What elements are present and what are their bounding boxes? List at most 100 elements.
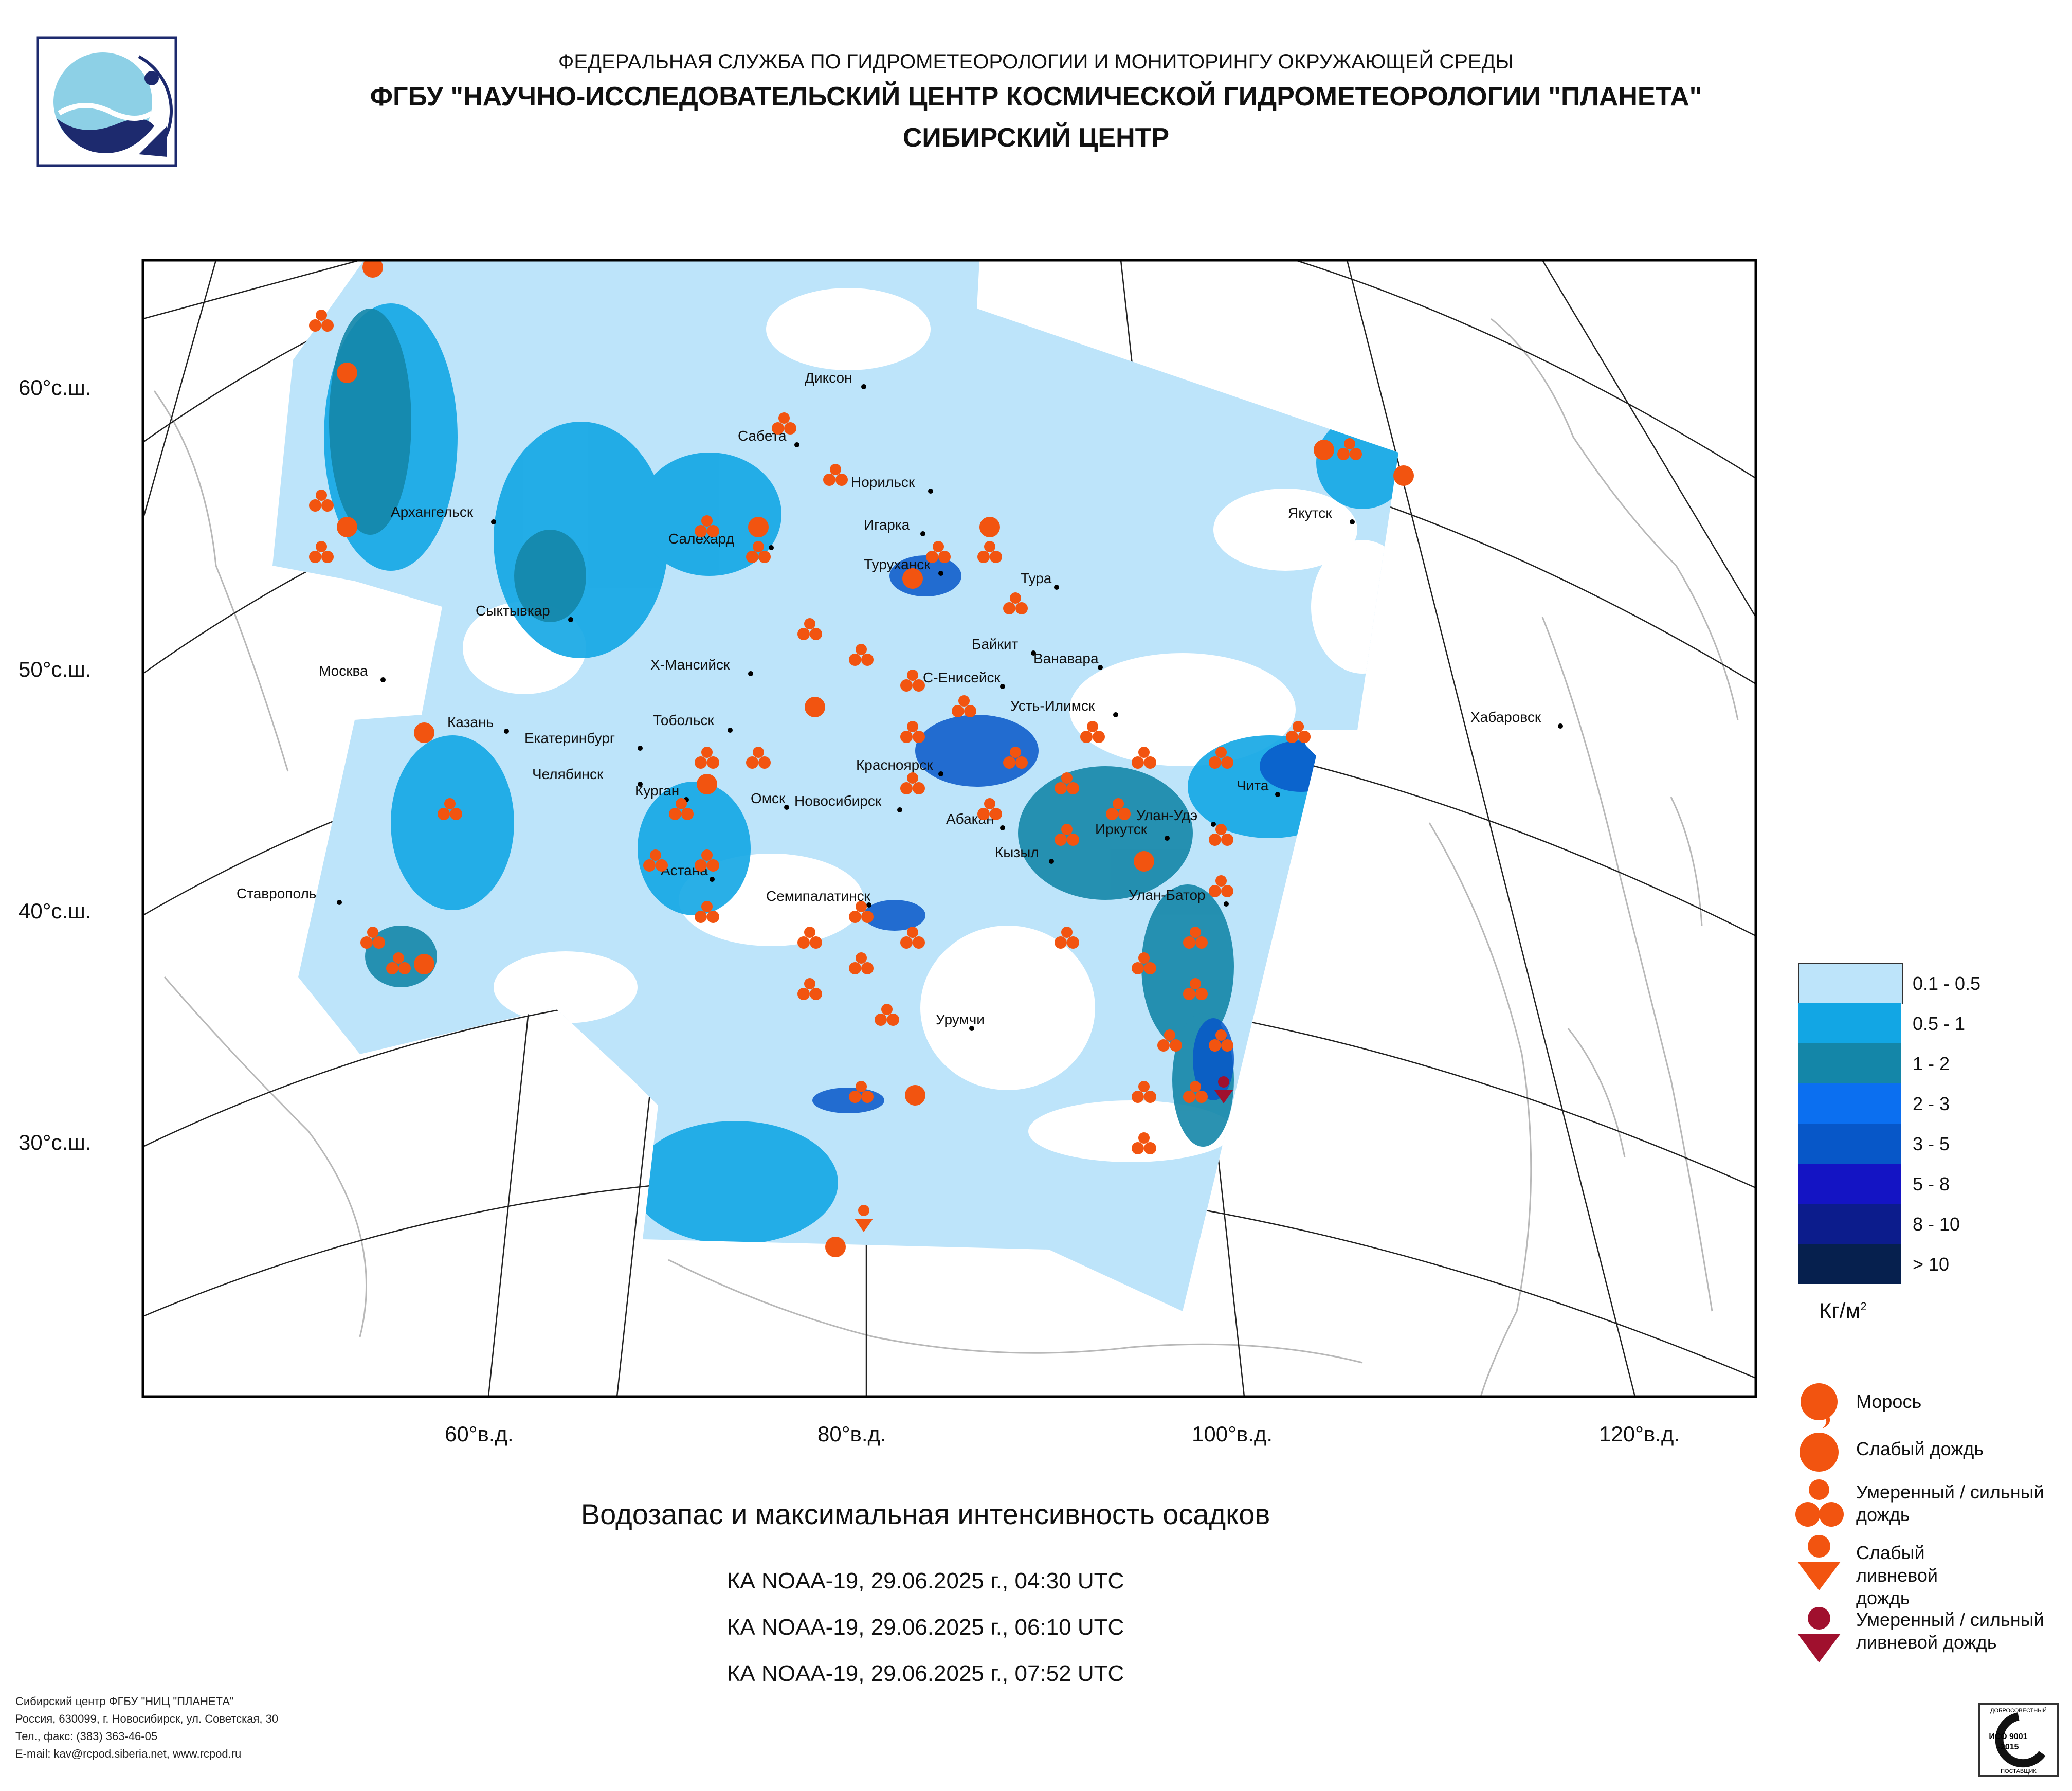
moderate-rain-marker (849, 1081, 874, 1103)
pass-line-2: КА NOAA-19, 29.06.2025 г., 06:10 UTC (726, 1615, 1124, 1640)
moderate-rain-marker (1132, 1132, 1156, 1154)
city-dot (794, 442, 799, 447)
moderate-rain-marker (1209, 875, 1233, 897)
iso-badge: ДОБРОСОВЕСТНЫЙ ИСО 9001 -2015 ПОСТАВЩИК (1977, 1702, 2060, 1778)
legend-swatch-1 (1798, 1003, 1901, 1043)
moderate-rain-marker (1132, 1081, 1156, 1103)
legend-label-2: 1 - 2 (1913, 1053, 1950, 1074)
moderate-rain-marker (360, 927, 385, 949)
light-rain-marker (825, 1237, 846, 1257)
light-rain-marker (902, 568, 923, 589)
moderate-rain-marker (1286, 721, 1311, 743)
city-label: Улан-Удэ (1136, 807, 1197, 823)
city-dot (638, 746, 643, 751)
legend-label-7: > 10 (1913, 1254, 1950, 1275)
light-rain-marker (337, 517, 357, 537)
city-dot (1031, 650, 1036, 656)
heavy-shower-icon (1797, 1607, 1841, 1662)
city-dot (784, 805, 789, 810)
lon-label-100: 100°в.д. (1192, 1422, 1273, 1446)
city-dot (728, 728, 733, 733)
moderate-rain-marker (1209, 824, 1233, 846)
light-rain-marker (1314, 440, 1334, 460)
moderate-rain-marker (772, 412, 796, 435)
moderate-rain-marker (797, 927, 822, 949)
city-label: Омск (751, 790, 786, 806)
header-agency: ФЕДЕРАЛЬНАЯ СЛУЖБА ПО ГИДРОМЕТЕОРОЛОГИИ … (558, 50, 1514, 73)
legend-label-4: 3 - 5 (1913, 1133, 1950, 1154)
lon-label-120: 120°в.д. (1599, 1422, 1680, 1446)
city-dot (491, 519, 496, 524)
city-label: Екатеринбург (524, 730, 615, 746)
city-dot (1049, 859, 1054, 864)
city-dot (1275, 792, 1280, 797)
moderate-rain-marker (1055, 772, 1079, 794)
moderate-rain-marker (823, 464, 848, 486)
legend-label-3: 2 - 3 (1913, 1093, 1950, 1114)
moderate-rain-marker (746, 541, 771, 563)
city-dot (1098, 665, 1103, 670)
city-dot (938, 571, 943, 576)
city-label: Новосибирск (794, 793, 882, 809)
city-label: Архангельск (391, 504, 474, 520)
pass-line-3: КА NOAA-19, 29.06.2025 г., 07:52 UTC (726, 1661, 1124, 1686)
city-label: Якутск (1288, 505, 1332, 521)
lat-label-60: 60°с.ш. (19, 375, 92, 400)
lat-label-40: 40°с.ш. (19, 899, 92, 923)
units-sup: 2 (1860, 1300, 1867, 1313)
footer-line-4: E-mail: kav@rcpod.siberia.net, www.rcpod… (15, 1747, 242, 1760)
moderate-rain-marker (309, 541, 334, 563)
city-label: Хабаровск (1470, 709, 1541, 725)
moderate-rain-marker (977, 798, 1002, 820)
moderate-rain-marker (695, 901, 719, 923)
city-label: Тура (1021, 570, 1052, 586)
city-dot (969, 1026, 974, 1031)
moderate-rain-marker (1003, 747, 1028, 769)
moderate-rain-marker (309, 490, 334, 512)
moderate-rain-marker (1106, 798, 1131, 820)
moderate-rain-marker (1003, 592, 1028, 614)
moderate-rain-marker (900, 721, 925, 743)
legend-swatch-7 (1798, 1244, 1901, 1284)
moderate-rain-marker (1209, 1029, 1233, 1052)
legend-label-1: 0.5 - 1 (1913, 1013, 1966, 1034)
city-label: Чита (1237, 777, 1269, 793)
moderate-rain-marker (926, 541, 951, 563)
moderate-rain-marker (1183, 927, 1208, 949)
city-label: Курган (635, 783, 679, 799)
city-label: Урумчи (936, 1011, 985, 1027)
light-rain-icon (1800, 1433, 1839, 1472)
city-label: Ванавара (1033, 650, 1099, 666)
moderate-rain-marker (1055, 927, 1079, 949)
city-dot (638, 782, 643, 787)
moderate-rain-marker (1055, 824, 1079, 846)
light-rain-marker (1393, 465, 1414, 486)
city-dot (769, 545, 774, 550)
map-body: ДиксонСабетаНорильскАрхангельскСалехардИ… (143, 260, 1756, 1397)
city-dot (1350, 519, 1355, 524)
units-text: Кг/м (1819, 1298, 1861, 1323)
moderate-rain-marker (977, 541, 1002, 563)
legend-moderate-rain: Умеренный / сильный дождь (1856, 1481, 2044, 1525)
moderate-rain-marker (1209, 747, 1233, 769)
city-label: Кызыл (995, 844, 1039, 860)
city-label: Байкит (972, 636, 1018, 652)
city-label: Москва (319, 663, 368, 679)
city-label: Улан-Батор (1129, 887, 1206, 903)
legend-light-rain: Слабый дождь (1856, 1438, 1984, 1459)
legend-label-5: 5 - 8 (1913, 1173, 1950, 1195)
city-label: Х-Мансийск (650, 657, 730, 673)
city-label: Усть-Илимск (1010, 698, 1095, 714)
light-shower-marker (855, 1205, 873, 1232)
moderate-rain-marker (1337, 438, 1362, 460)
light-rain-marker (748, 517, 769, 537)
city-dot (1211, 822, 1216, 827)
legend-drizzle: Морось (1856, 1391, 1922, 1412)
city-dot (710, 877, 715, 882)
moderate-rain-marker (849, 644, 874, 666)
footer-line-2: Россия, 630099, г. Новосибирск, ул. Сове… (15, 1712, 279, 1725)
city-label: Туруханск (864, 556, 931, 572)
footer-line-1: Сибирский центр ФГБУ "НИЦ "ПЛАНЕТА" (15, 1695, 234, 1708)
legend-heavy-shower: Умеренный / сильный ливневой дождь (1856, 1609, 2044, 1653)
header-center: СИБИРСКИЙ ЦЕНТР (902, 123, 1170, 153)
